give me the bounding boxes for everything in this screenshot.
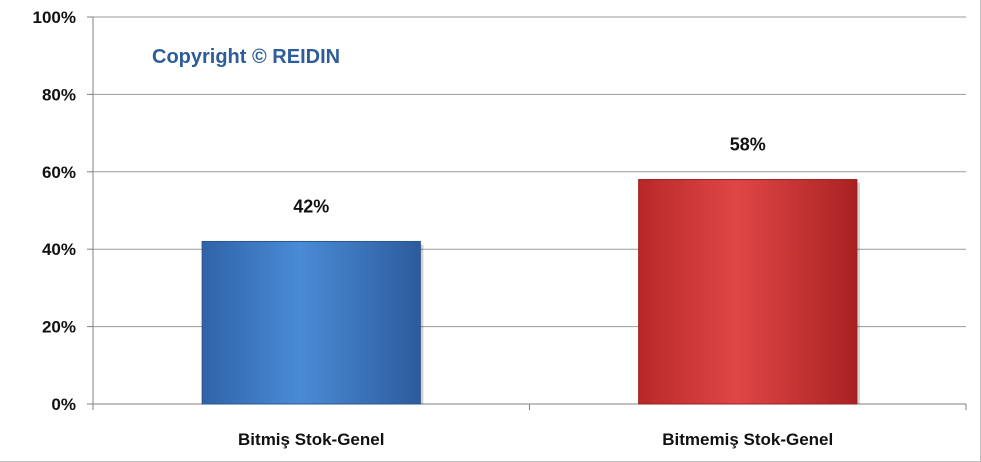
- x-category-label: Bitmemiş Stok-Genel: [662, 430, 833, 449]
- x-category-label: Bitmiş Stok-Genel: [238, 430, 384, 449]
- y-tick-label: 0%: [51, 395, 76, 414]
- bar-bitmemis-stok-genel: [638, 179, 858, 405]
- y-tick-label: 20%: [42, 318, 76, 337]
- y-tick-label: 60%: [42, 163, 76, 182]
- y-tick-label: 40%: [42, 240, 76, 259]
- copyright-watermark: Copyright © REIDIN: [152, 46, 340, 68]
- data-label: 58%: [730, 135, 766, 155]
- labels: 0% 20% 40% 60% 80% 100% 42% Bitmiş Stok-Genel 58…: [33, 8, 834, 449]
- bar-bitmis-stok-genel: [201, 240, 421, 405]
- bars: [201, 179, 860, 405]
- y-tick-label: 80%: [42, 85, 76, 104]
- data-label: 42%: [293, 196, 329, 216]
- y-tick-label: 100%: [33, 8, 76, 27]
